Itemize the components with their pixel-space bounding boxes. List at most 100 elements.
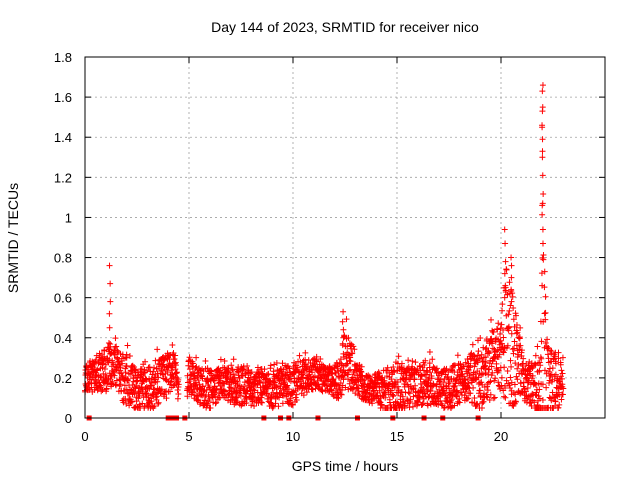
data-point [541, 367, 548, 374]
data-point [513, 312, 520, 319]
data-point [175, 383, 182, 390]
data-point [206, 384, 213, 391]
data-point [512, 398, 519, 405]
data-point [172, 362, 179, 369]
data-point [293, 391, 300, 398]
data-point [347, 358, 354, 365]
data-point [355, 385, 362, 392]
data-point [131, 366, 138, 373]
data-point [460, 373, 467, 380]
data-point [169, 342, 176, 349]
y-tick-label: 0.6 [54, 291, 72, 306]
data-point [257, 379, 264, 386]
data-point [224, 368, 231, 375]
data-point [501, 393, 508, 400]
data-point [148, 398, 155, 405]
data-point [296, 352, 303, 359]
data-point [549, 376, 556, 383]
data-point [279, 400, 286, 407]
data-point [538, 355, 545, 362]
data-point [490, 328, 497, 335]
data-point [133, 378, 140, 385]
spike-point [107, 298, 114, 305]
data-point [189, 388, 196, 395]
data-point [482, 362, 489, 369]
data-point [191, 375, 198, 382]
data-point [471, 394, 478, 401]
data-point [544, 336, 551, 343]
data-point [420, 386, 427, 393]
data-point [539, 396, 546, 403]
data-point [424, 368, 431, 375]
data-point [491, 394, 498, 401]
data-point [487, 391, 494, 398]
data-point [489, 345, 496, 352]
data-point [254, 381, 261, 388]
data-point [199, 375, 206, 382]
data-point [532, 381, 539, 388]
data-point [273, 360, 280, 367]
data-point [213, 399, 220, 406]
data-point [501, 364, 508, 371]
data-point [513, 330, 520, 337]
data-point [216, 394, 223, 401]
spike-point [502, 258, 509, 265]
data-point [422, 357, 429, 364]
data-point [510, 350, 517, 357]
data-point [345, 367, 352, 374]
data-point [526, 358, 533, 365]
spike-point [539, 82, 546, 89]
data-point [317, 356, 324, 363]
data-point [480, 398, 487, 405]
data-point [426, 349, 433, 356]
data-point [454, 352, 461, 359]
data-point [415, 399, 422, 406]
data-point [394, 383, 401, 390]
data-point [517, 324, 524, 331]
data-point [559, 381, 566, 388]
data-point [167, 352, 174, 359]
data-point [204, 400, 211, 407]
data-point [549, 365, 556, 372]
spike-point [501, 226, 508, 233]
data-point [343, 316, 350, 323]
data-point [231, 385, 238, 392]
data-point [221, 357, 228, 364]
data-point [324, 378, 331, 385]
y-tick-label: 1.2 [54, 170, 72, 185]
data-point [478, 379, 485, 386]
data-point [248, 369, 255, 376]
data-point [529, 372, 536, 379]
data-point [267, 362, 274, 369]
data-point [230, 371, 237, 378]
data-point [261, 376, 268, 383]
data-point [347, 354, 354, 361]
data-point [428, 375, 435, 382]
data-point [476, 355, 483, 362]
data-point [505, 324, 512, 331]
data-point [94, 366, 101, 373]
data-point [293, 397, 300, 404]
data-point [555, 349, 562, 356]
data-point [101, 365, 108, 372]
data-point [559, 354, 566, 361]
spike-point [539, 240, 546, 247]
data-point [143, 390, 150, 397]
spike-point [508, 262, 515, 269]
y-tick-label: 0 [65, 411, 72, 426]
data-point [538, 338, 545, 345]
y-tick-label: 0.8 [54, 251, 72, 266]
spike-point [508, 298, 515, 305]
spike-point [508, 286, 515, 293]
data-point [293, 379, 300, 386]
data-point [335, 395, 342, 402]
data-point [474, 401, 481, 408]
spike-point [339, 318, 346, 325]
data-point [539, 211, 546, 218]
data-point [123, 363, 130, 370]
data-point [443, 365, 450, 372]
data-point [151, 364, 158, 371]
data-point [552, 360, 559, 367]
spike-point [539, 88, 546, 95]
